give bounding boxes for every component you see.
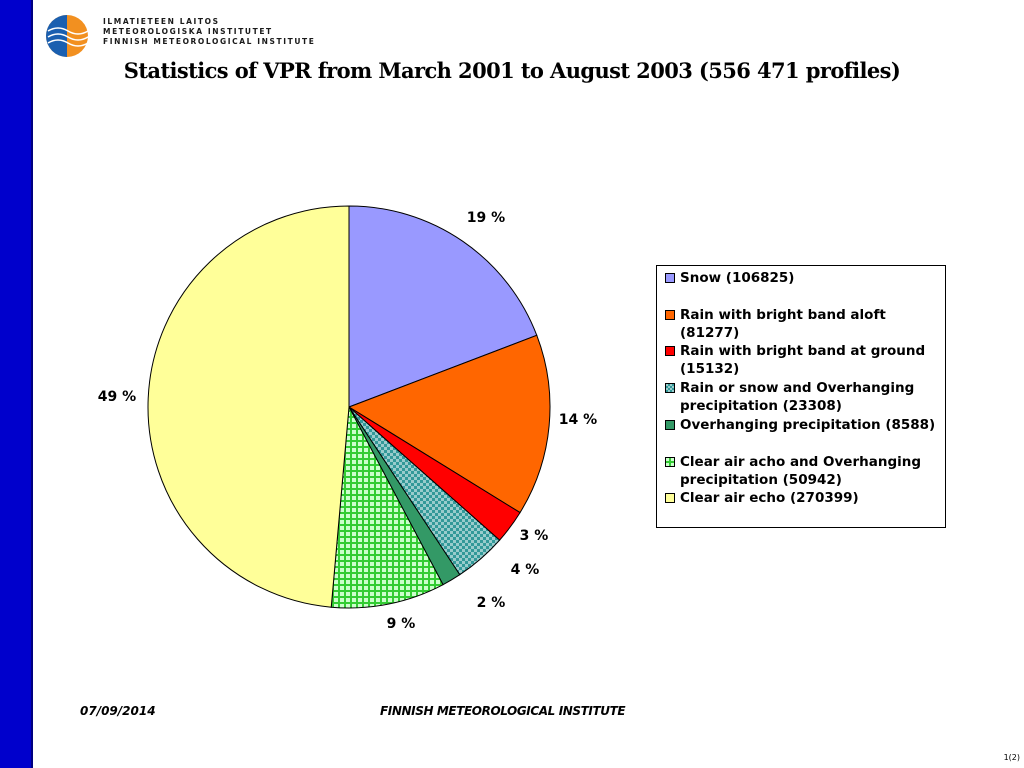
legend-swatch: [665, 457, 675, 467]
pie-data-label: 2 %: [477, 595, 506, 611]
pie-slice: [347, 334, 551, 514]
legend-label: Clear air acho and Overhanging precipita…: [680, 454, 922, 488]
legend-label: Overhanging precipitation (8588): [680, 417, 936, 433]
legend-item-rain-snow-overhanging: Rain or snow and Overhanging precipitati…: [665, 379, 945, 415]
logo-wave-icon: [47, 27, 96, 47]
page-title: Statistics of VPR from March 2001 to Aug…: [123, 58, 901, 83]
logo-text: ILMATIETEEN LAITOS METEOROLOGISKA INSTIT…: [103, 17, 315, 47]
fmi-logo: ILMATIETEEN LAITOS METEOROLOGISKA INSTIT…: [46, 15, 314, 60]
legend-swatch: [665, 383, 675, 393]
legend-label: Rain with bright band at ground (15132): [680, 343, 926, 377]
left-accent-bar: [0, 0, 33, 768]
legend-label: Rain or snow and Overhanging precipitati…: [680, 380, 915, 414]
pie-data-label: 9 %: [387, 616, 416, 632]
legend-swatch: [665, 493, 675, 503]
legend-label: Rain with bright band aloft (81277): [680, 307, 886, 341]
pie-data-label: 49 %: [98, 389, 136, 405]
legend-swatch: [665, 310, 675, 320]
fmi-logo-icon: [46, 15, 88, 57]
logo-line-2: METEOROLOGISKA INSTITUTET: [103, 27, 273, 36]
legend-swatch: [665, 420, 675, 430]
legend-item-rain-ground: Rain with bright band at ground (15132): [665, 342, 945, 378]
pie-labels: 19 % 14 % 3 % 4 % 2 % 9 % 49 %: [98, 210, 597, 632]
pie-data-label: 3 %: [520, 528, 549, 544]
legend-item-rain-aloft: Rain with bright band aloft (81277): [665, 306, 945, 342]
legend-item-overhanging: Overhanging precipitation (8588): [665, 416, 945, 434]
page-number: 1(2): [1003, 753, 1020, 762]
chart-legend: Snow (106825) Rain with bright band alof…: [656, 265, 946, 528]
footer-organization: FINNISH METEOROLOGICAL INSTITUTE: [380, 704, 626, 718]
logo-line-1: ILMATIETEEN LAITOS: [103, 17, 220, 26]
legend-label: Clear air echo (270399): [680, 490, 859, 506]
pie-data-label: 14 %: [559, 412, 597, 428]
legend-label: Snow (106825): [680, 270, 795, 286]
footer-date: 07/09/2014: [80, 704, 156, 718]
legend-item-clear-air-overhanging: Clear air acho and Overhanging precipita…: [665, 453, 945, 489]
legend-item-clear-air: Clear air echo (270399): [665, 489, 945, 507]
pie-data-label: 19 %: [467, 210, 505, 226]
legend-item-snow: Snow (106825): [665, 269, 945, 287]
legend-swatch: [665, 273, 675, 283]
legend-swatch: [665, 346, 675, 356]
pie-data-label: 4 %: [511, 562, 540, 578]
pie-slices: [147, 205, 551, 609]
logo-line-3: FINNISH METEOROLOGICAL INSTITUTE: [103, 37, 316, 46]
pie-slice: [147, 205, 350, 608]
pie-slice: [330, 405, 444, 609]
pie-slice: [348, 205, 538, 408]
